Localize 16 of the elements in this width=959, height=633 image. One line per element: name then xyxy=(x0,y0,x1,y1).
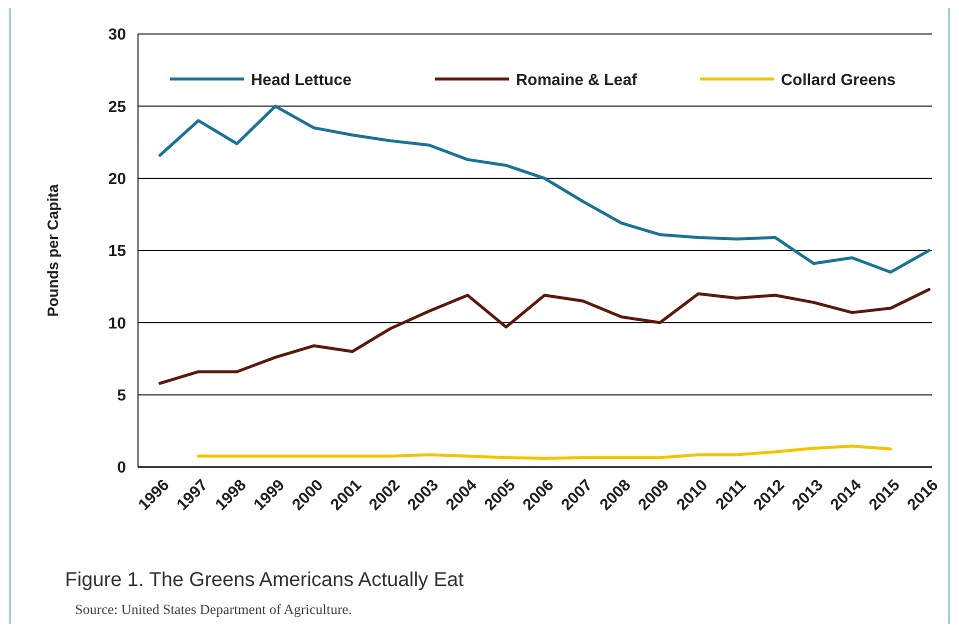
y-tick-label: 15 xyxy=(108,243,126,260)
y-tick-label: 0 xyxy=(117,460,126,477)
legend-label: Head Lettuce xyxy=(251,72,352,89)
y-axis-title: Pounds per Capita xyxy=(45,184,62,317)
y-tick-label: 25 xyxy=(108,98,126,116)
line-series xyxy=(158,288,930,385)
legend-label: Collard Greens xyxy=(781,72,896,89)
y-tick-label: 30 xyxy=(108,26,126,44)
y-tick-label: 20 xyxy=(108,170,126,188)
line-series xyxy=(196,444,892,460)
source-note: Source: United States Department of Agriculture. xyxy=(75,603,352,618)
text: Figure 1. The Greens Americans Actually Eat xyxy=(65,569,464,591)
line-series xyxy=(158,104,930,274)
legend-label: Romaine & Leaf xyxy=(516,72,638,89)
y-tick-label: 10 xyxy=(108,315,126,332)
y-tick-label: 5 xyxy=(117,387,126,404)
